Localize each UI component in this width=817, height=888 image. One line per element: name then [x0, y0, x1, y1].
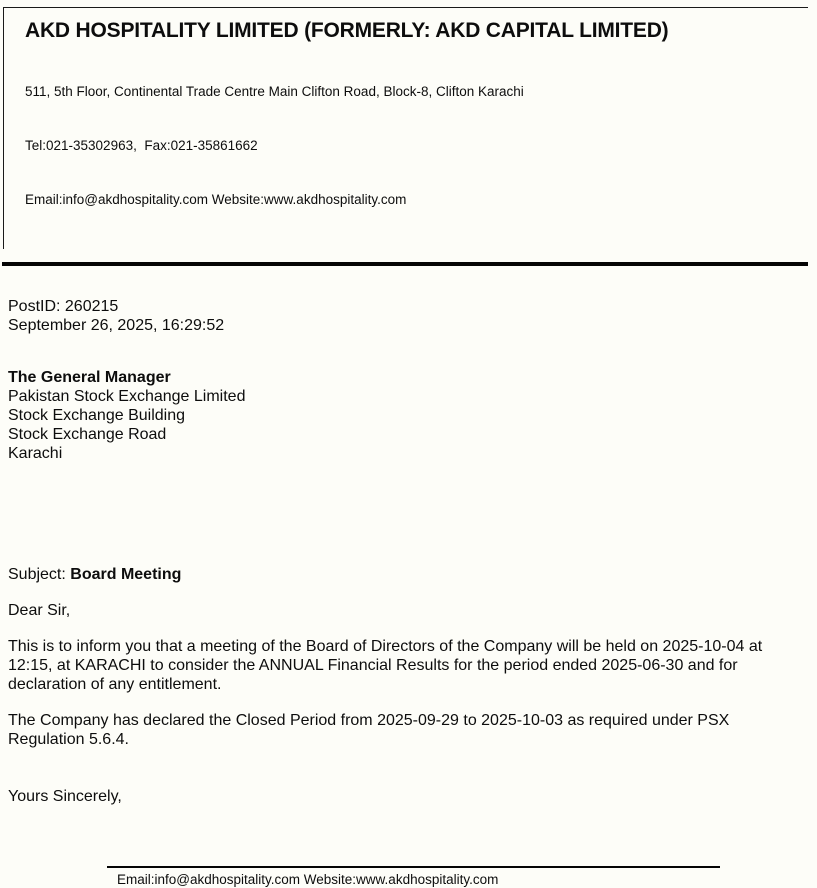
salutation: Dear Sir,: [8, 602, 71, 619]
recipient-line: Pakistan Stock Exchange Limited: [8, 388, 246, 405]
header-email-website-line: Email:info@akdhospitality.com Website:ww…: [25, 192, 407, 207]
letter-body: PostID: 260215 September 26, 2025, 16:29…: [8, 297, 773, 806]
tel-fax-line: Tel:021-35302963, Fax:021-35861662: [25, 138, 258, 153]
recipient-line: Karachi: [8, 445, 63, 462]
header-divider-rule: [2, 262, 808, 266]
recipient-line: Stock Exchange Building: [8, 407, 185, 424]
announcement-document: AKD HOSPITALITY LIMITED (FORMERLY: AKD C…: [0, 7, 817, 887]
post-datetime: September 26, 2025, 16:29:52: [8, 317, 225, 334]
closed-period-paragraph: The Company has declared the Closed Peri…: [8, 712, 730, 748]
recipient-line: Stock Exchange Road: [8, 426, 167, 443]
recipient-block: The General Manager Pakistan Stock Excha…: [8, 368, 773, 463]
company-name: AKD HOSPITALITY LIMITED (FORMERLY: AKD C…: [25, 19, 669, 42]
recipient-title: The General Manager: [8, 369, 171, 386]
board-meeting-paragraph: This is to inform you that a meeting of …: [8, 638, 763, 693]
subject-line: Subject: Board Meeting: [8, 565, 773, 584]
address-line: 511, 5th Floor, Continental Trade Centre…: [25, 84, 524, 99]
letterhead-address: 511, 5th Floor, Continental Trade Centre…: [25, 47, 808, 245]
subject-text: Board Meeting: [70, 566, 182, 583]
post-id: PostID: 260215: [8, 298, 119, 315]
subject-label: Subject:: [8, 566, 71, 583]
letterhead: AKD HOSPITALITY LIMITED (FORMERLY: AKD C…: [3, 7, 808, 249]
post-meta: PostID: 260215 September 26, 2025, 16:29…: [8, 297, 773, 335]
page-footer: Email:info@akdhospitality.com Website:ww…: [107, 866, 720, 888]
footer-email-website-line: Email:info@akdhospitality.com Website:ww…: [117, 872, 499, 887]
closing-line: Yours Sincerely,: [8, 788, 122, 805]
